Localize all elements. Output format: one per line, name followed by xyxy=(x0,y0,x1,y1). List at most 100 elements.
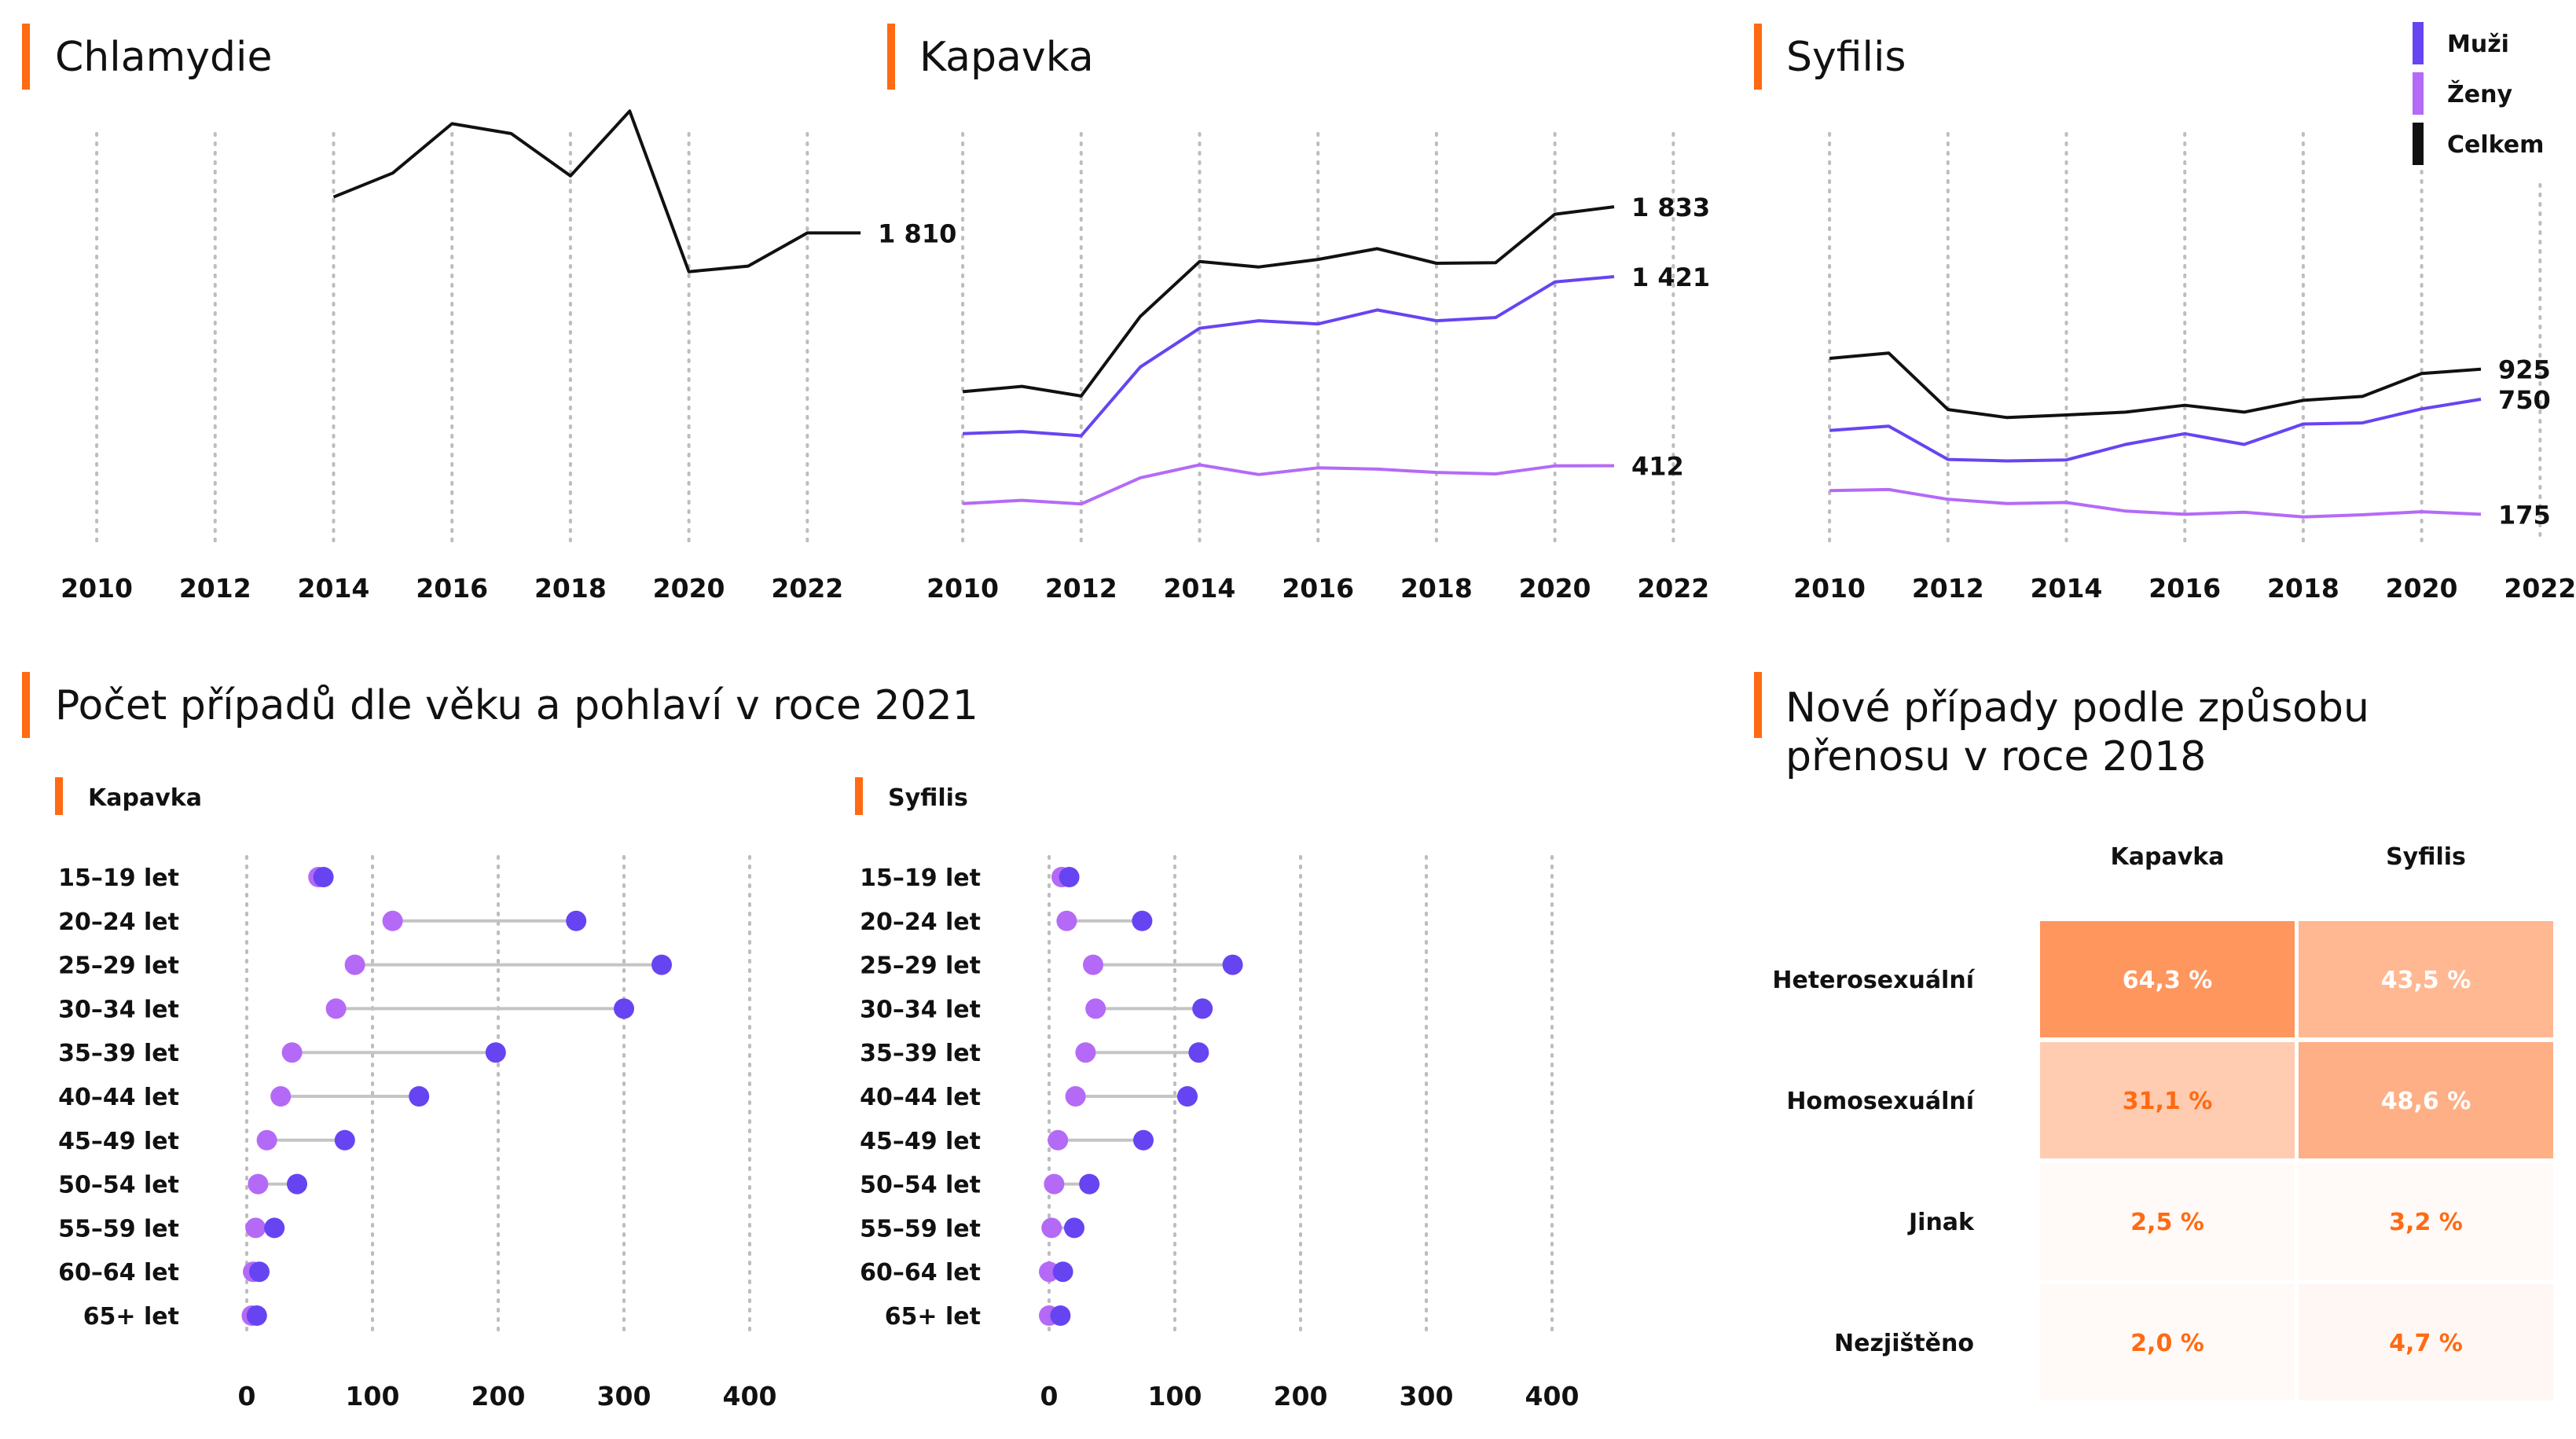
age-label: 45–49 let xyxy=(58,1128,179,1155)
end-label-celkem: 1 833 xyxy=(1631,193,1710,222)
age-row-35-39-let: 35–39 let xyxy=(860,1040,1209,1067)
row-label: Nezjištěno xyxy=(1834,1330,1974,1357)
dot-zeny xyxy=(256,1129,277,1151)
heatmap-cell xyxy=(2040,1042,2295,1158)
heatmap-cell xyxy=(2299,921,2553,1037)
x-tick-label: 100 xyxy=(346,1381,400,1411)
age-label: 45–49 let xyxy=(860,1128,981,1155)
transmission-section: Nové případy podle způsobu přenosu v roc… xyxy=(1754,672,2553,1400)
row-label: Homosexuální xyxy=(1786,1088,1975,1115)
legend-swatch xyxy=(2413,72,2424,115)
heatmap-cell xyxy=(2299,1042,2553,1158)
age-label: 55–59 let xyxy=(860,1215,981,1243)
age-row-30-34-let: 30–34 let xyxy=(58,996,634,1023)
dot-zeny xyxy=(1048,1129,1069,1151)
dot-zeny xyxy=(382,910,403,931)
dot-zeny xyxy=(1075,1042,1096,1063)
age-row-25-29-let: 25–29 let xyxy=(58,953,672,980)
x-tick-label: 2018 xyxy=(534,573,607,604)
age-row-50-54-let: 50–54 let xyxy=(860,1172,1100,1199)
title-accent-bar xyxy=(22,672,30,738)
x-tick-label: 2016 xyxy=(2149,573,2221,604)
column-header-syfilis: Syfilis xyxy=(2386,843,2466,871)
dot-zeny xyxy=(1056,910,1077,931)
chart-subtitle: Kapavka xyxy=(88,784,202,812)
kapavka-line-chart: Kapavka 2010 2012 2014 2016 2018 2020 2022 1 83… xyxy=(887,24,1710,604)
age-label: 30–34 let xyxy=(860,996,981,1023)
row-label: Jinak xyxy=(1907,1209,1975,1236)
age-row-50-54-let: 50–54 let xyxy=(58,1172,307,1199)
chlamydie-chart: Chlamydie 2010 2012 2014 2016 2018 2020 2022 1 … xyxy=(22,24,956,604)
age-label: 15–19 let xyxy=(860,865,981,892)
x-tick-label: 300 xyxy=(597,1381,651,1411)
x-tick-label: 200 xyxy=(472,1381,526,1411)
heatmap-row-heterosexualni: Heterosexuální 64,3 % 43,5 % xyxy=(1772,921,2553,1037)
age-label: 40–44 let xyxy=(860,1084,981,1111)
column-header-kapavka: Kapavka xyxy=(2111,843,2225,871)
chart-title: Chlamydie xyxy=(55,34,272,81)
x-tick-label: 2014 xyxy=(2031,573,2103,604)
legend-item-muzi: Muži xyxy=(2413,22,2509,64)
age-row-45-49-let: 45–49 let xyxy=(860,1128,1154,1155)
section-title-line1: Nové případy podle způsobu xyxy=(1785,685,2369,732)
chart-title: Kapavka xyxy=(919,34,1094,81)
cell-value: 2,0 % xyxy=(2130,1330,2204,1357)
age-label: 65+ let xyxy=(885,1303,981,1331)
age-label: 50–54 let xyxy=(860,1172,981,1199)
x-tick-label: 2022 xyxy=(771,573,843,604)
age-row-60-64-let: 60–64 let xyxy=(860,1259,1073,1287)
dot-zeny xyxy=(1041,1217,1062,1239)
age-row-15-19-let: 15–19 let xyxy=(860,865,1080,892)
dot-muzi xyxy=(1192,998,1213,1019)
dot-zeny xyxy=(245,1217,266,1239)
title-accent-bar xyxy=(1754,24,1762,90)
end-label-celkem: 1 810 xyxy=(878,218,956,248)
syfilis-age-chart: Syfilis 0 100 200 300 400 15–19 let 20–24 let 2… xyxy=(855,777,1579,1411)
x-tick-label: 2016 xyxy=(1282,573,1354,604)
x-tick-label: 400 xyxy=(1525,1381,1580,1411)
age-row-35-39-let: 35–39 let xyxy=(58,1040,506,1067)
cell-value: 4,7 % xyxy=(2389,1330,2463,1357)
series-line-muzi xyxy=(963,275,1615,438)
dot-zeny xyxy=(281,1042,303,1063)
chart-title: Syfilis xyxy=(1786,34,1906,81)
title-accent-bar xyxy=(887,24,895,90)
legend-label: Ženy xyxy=(2447,80,2512,108)
heatmap-row-jinak: Jinak 2,5 % 3,2 % xyxy=(1907,1209,2463,1236)
age-row-40-44-let: 40–44 let xyxy=(860,1084,1198,1111)
chart-subtitle: Syfilis xyxy=(888,784,968,812)
x-tick-label: 2010 xyxy=(61,573,133,604)
dot-zeny xyxy=(1065,1086,1086,1107)
legend: Muži Ženy Celkem xyxy=(2413,22,2544,165)
x-tick-label: 200 xyxy=(1274,1381,1328,1411)
cell-value: 3,2 % xyxy=(2389,1209,2463,1236)
x-tick-label: 2020 xyxy=(1519,573,1591,604)
x-tick-label: 2010 xyxy=(927,573,999,604)
age-label: 60–64 let xyxy=(860,1259,981,1287)
dot-muzi xyxy=(313,867,334,887)
dot-muzi xyxy=(485,1042,506,1063)
dot-muzi xyxy=(409,1086,430,1107)
age-label: 35–39 let xyxy=(58,1040,179,1067)
age-label: 60–64 let xyxy=(58,1259,179,1287)
legend-swatch xyxy=(2413,22,2424,64)
cell-value: 2,5 % xyxy=(2130,1209,2204,1236)
x-tick-label: 2010 xyxy=(1793,573,1866,604)
dot-muzi xyxy=(1050,1305,1071,1326)
dot-muzi xyxy=(334,1129,355,1151)
dot-muzi xyxy=(249,1261,270,1283)
age-label: 40–44 let xyxy=(58,1084,179,1111)
x-tick-label: 2014 xyxy=(298,573,370,604)
legend-item-celkem: Celkem xyxy=(2413,123,2544,165)
x-tick-label: 0 xyxy=(238,1381,256,1411)
age-row-65-let: 65+ let xyxy=(885,1303,1071,1331)
age-row-40-44-let: 40–44 let xyxy=(58,1084,430,1111)
dot-muzi xyxy=(651,954,672,975)
age-row-15-19-let: 15–19 let xyxy=(58,865,334,892)
x-tick-label: 2012 xyxy=(179,573,251,604)
x-tick-label: 2016 xyxy=(416,573,488,604)
age-row-25-29-let: 25–29 let xyxy=(860,953,1243,980)
title-accent-bar xyxy=(22,24,30,90)
dot-zeny xyxy=(344,954,365,975)
